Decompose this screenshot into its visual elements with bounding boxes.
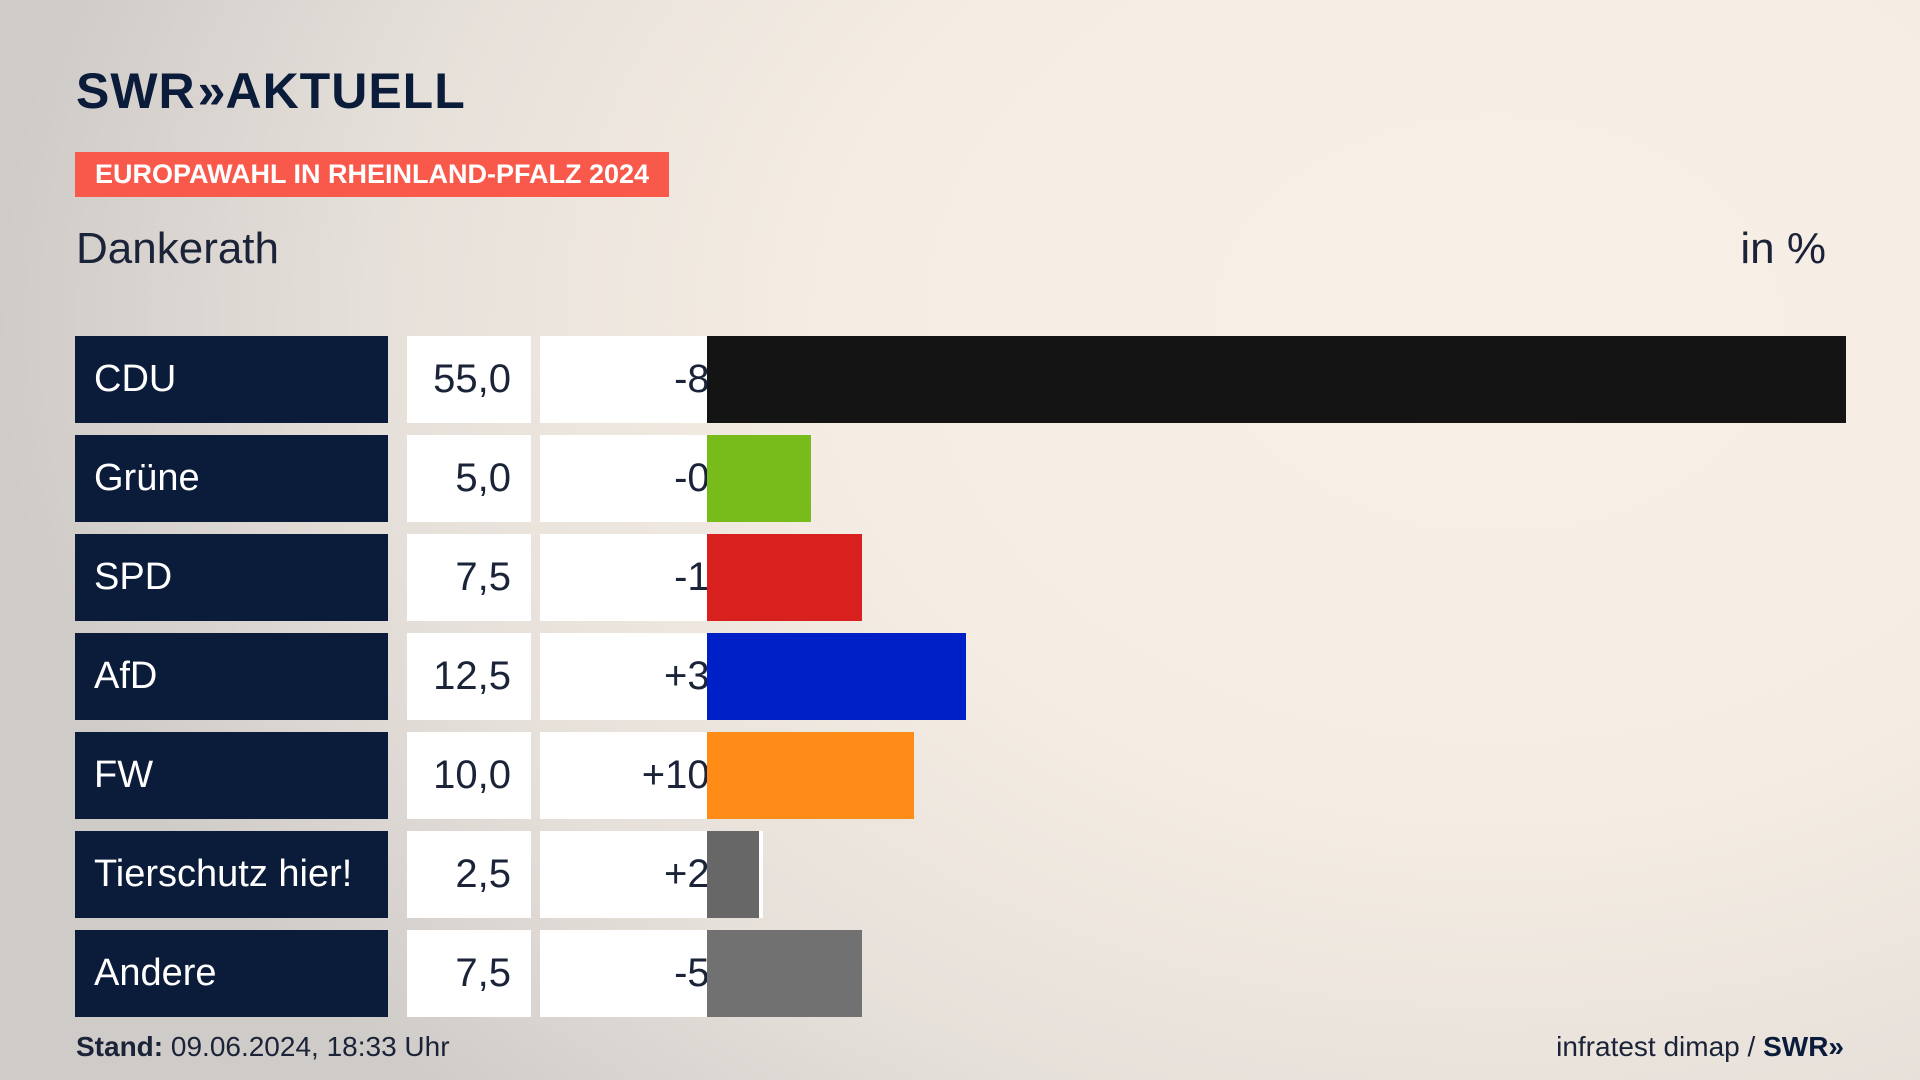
vote-share-value: 2,5 xyxy=(407,831,531,918)
party-name: FW xyxy=(75,732,388,819)
logo-swr-text: SWR xyxy=(76,63,196,119)
result-bar xyxy=(707,633,966,720)
result-row: Tierschutz hier! 2,5 +2,5 xyxy=(75,831,1845,918)
party-name: Tierschutz hier! xyxy=(75,831,388,918)
source-text: infratest dimap / xyxy=(1556,1031,1756,1062)
swr-small-logo: SWR» xyxy=(1763,1031,1844,1062)
result-bar xyxy=(707,435,811,522)
logo-chevron-icon: » xyxy=(197,63,226,119)
vote-share-value: 10,0 xyxy=(407,732,531,819)
stand-value: 09.06.2024, 18:33 Uhr xyxy=(170,1031,450,1062)
election-badge: EUROPAWAHL IN RHEINLAND-PFALZ 2024 xyxy=(75,152,670,197)
vote-share-value: 12,5 xyxy=(407,633,531,720)
vote-share-value: 7,5 xyxy=(407,534,531,621)
party-name: SPD xyxy=(75,534,388,621)
location-title: Dankerath xyxy=(76,224,280,273)
vote-share-value: 7,5 xyxy=(407,930,531,1017)
result-bar xyxy=(707,930,862,1017)
party-name: Grüne xyxy=(75,435,388,522)
vote-share-value: 55,0 xyxy=(407,336,531,423)
party-name: Andere xyxy=(75,930,388,1017)
swr-aktuell-logo: SWR»AKTUELL xyxy=(76,66,466,116)
logo-aktuell-text: AKTUELL xyxy=(225,63,466,119)
source-credit: infratest dimap / SWR» xyxy=(1556,1029,1844,1065)
result-bar xyxy=(707,336,1846,423)
result-bar xyxy=(707,732,914,819)
timestamp: Stand: 09.06.2024, 18:33 Uhr xyxy=(76,1029,450,1065)
result-bar xyxy=(707,831,759,918)
unit-label: in % xyxy=(1740,224,1826,273)
stand-label: Stand: xyxy=(76,1031,164,1062)
result-row: FW 10,0 +10,0 xyxy=(75,732,1845,819)
vote-share-value: 5,0 xyxy=(407,435,531,522)
result-row: AfD 12,5 +3,2 xyxy=(75,633,1845,720)
party-name: CDU xyxy=(75,336,388,423)
party-name: AfD xyxy=(75,633,388,720)
result-bar xyxy=(707,534,862,621)
